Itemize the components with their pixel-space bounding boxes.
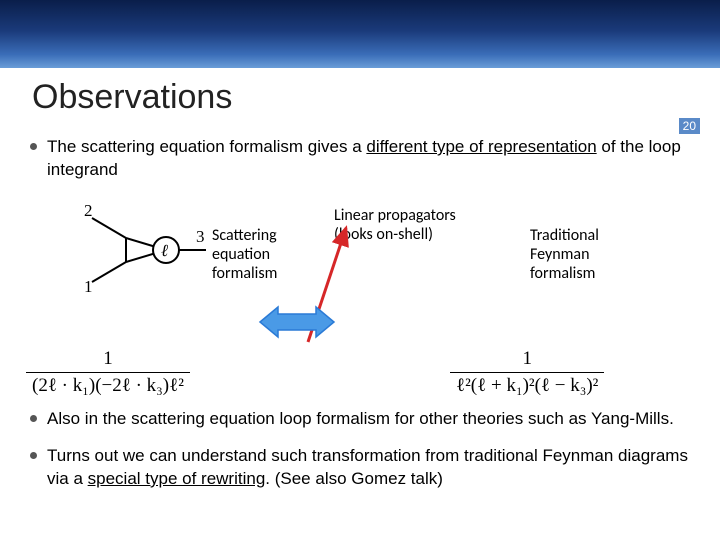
bullet-3-underlined: special type of rewriting [88, 469, 266, 488]
vertex-1-label: 1 [84, 277, 93, 296]
loop-label: ℓ [161, 241, 168, 260]
bullet-1-text: The scattering equation formalism gives … [47, 136, 690, 182]
eq-left-den: (2ℓ · k₁)(−2ℓ · k₃)ℓ² [26, 372, 190, 397]
equation-left: 1 (2ℓ · k₁)(−2ℓ · k₃)ℓ² [26, 348, 190, 397]
blue-double-arrow-icon [258, 304, 336, 340]
lower-bullets: Also in the scattering equation loop for… [30, 408, 690, 491]
bullet-1-pre: The scattering equation formalism gives … [47, 137, 366, 156]
diagram-zone: 1 2 3 ℓ Scatteringequationformalism Line… [30, 196, 690, 406]
equation-right: 1 ℓ²(ℓ + k₁)²(ℓ − k₃)² [450, 348, 604, 397]
eq-left-num: 1 [26, 348, 190, 372]
page-number: 20 [679, 118, 700, 134]
bullet-dot-icon [30, 452, 37, 459]
vertex-2-label: 2 [84, 201, 93, 220]
header-gradient-bar [0, 0, 720, 68]
bullet-dot-icon [30, 143, 37, 150]
bullet-3: Turns out we can understand such transfo… [30, 445, 690, 491]
content-area: The scattering equation formalism gives … [30, 136, 690, 416]
slide: Observations 20 The scattering equation … [0, 0, 720, 540]
eq-right-num: 1 [450, 348, 604, 372]
vertex-3-label: 3 [196, 227, 205, 246]
feynman-triangle-icon: 1 2 3 ℓ [78, 200, 208, 300]
bullet-2-text: Also in the scattering equation loop for… [47, 408, 690, 431]
bullet-3-post: . (See also Gomez talk) [265, 469, 443, 488]
bullet-1: The scattering equation formalism gives … [30, 136, 690, 182]
eq-right-den: ℓ²(ℓ + k₁)²(ℓ − k₃)² [450, 372, 604, 397]
bullet-dot-icon [30, 415, 37, 422]
bullet-3-text: Turns out we can understand such transfo… [47, 445, 690, 491]
traditional-feynman-label: TraditionalFeynmanformalism [530, 226, 599, 284]
bullet-2: Also in the scattering equation loop for… [30, 408, 690, 431]
scattering-formalism-label: Scatteringequationformalism [212, 226, 277, 284]
bullet-1-underlined: different type of representation [366, 137, 596, 156]
slide-title: Observations [32, 78, 232, 117]
